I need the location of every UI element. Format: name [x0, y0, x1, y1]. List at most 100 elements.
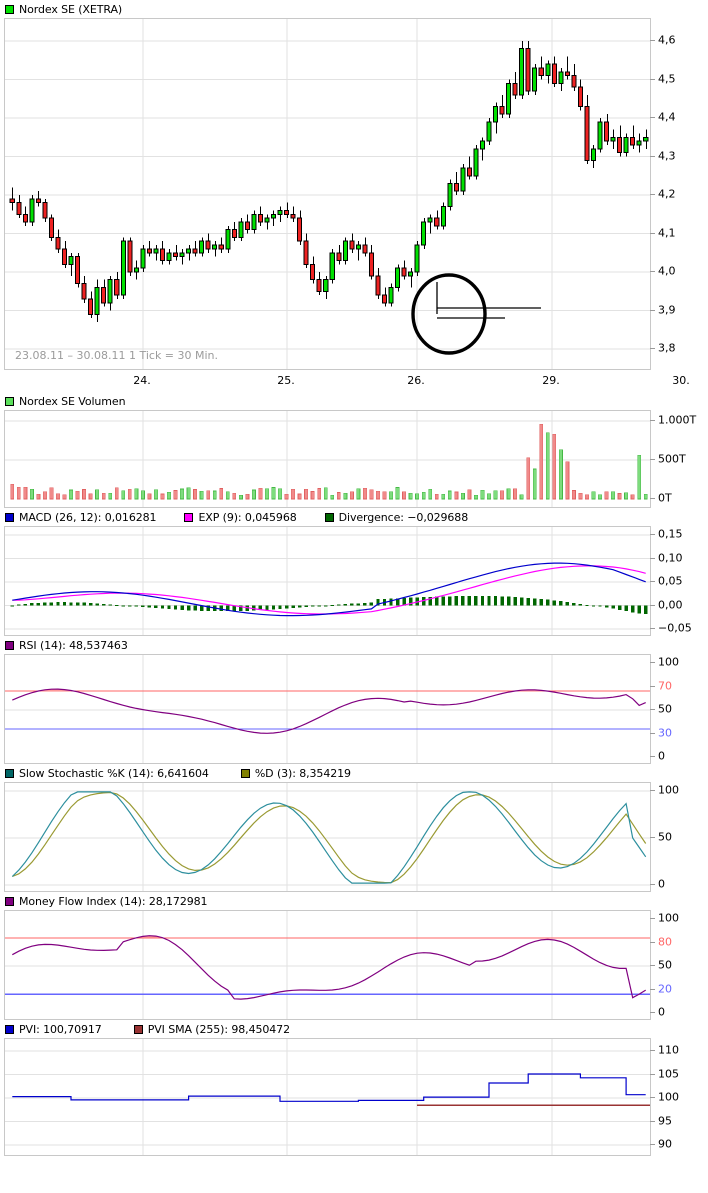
stochastic-panel-header: Slow Stochastic %K (14): 6,641604 %D (3)… — [0, 764, 708, 782]
axis-label: 3,8 — [658, 341, 676, 355]
stochastic-panel: Slow Stochastic %K (14): 6,641604 %D (3)… — [0, 764, 708, 892]
axis-label: 0 — [658, 877, 665, 891]
axis-label: 0T — [658, 491, 672, 505]
macd-exp-label: EXP (9): 0,045968 — [198, 510, 297, 524]
price-panel-title: Nordex SE (XETRA) — [19, 2, 123, 16]
axis-tick — [650, 662, 655, 663]
macd-legend-exp[interactable]: EXP (9): 0,045968 — [184, 510, 297, 524]
axis-label: 100 — [658, 655, 679, 669]
macd-y-axis: 0,15 0,10 0,05 0,00 −0,05 — [650, 526, 708, 636]
axis-label: 0,10 — [658, 551, 683, 564]
rsi-legend[interactable]: RSI (14): 48,537463 — [5, 639, 128, 652]
axis-tick — [650, 155, 655, 157]
x-axis-label: 30. — [672, 374, 690, 387]
axis-tick — [650, 271, 655, 272]
axis-label: 0 — [658, 749, 665, 763]
pvi-y-axis: 110 105 100 95 90 — [650, 1038, 708, 1156]
rsi-swatch-icon — [5, 640, 14, 650]
stochastic-d-swatch-icon — [240, 768, 250, 778]
price-range-subtitle: 23.08.11 – 30.08.11 1 Tick = 30 Min. — [15, 349, 219, 362]
axis-label: 50 — [658, 702, 672, 716]
mfi-y-axis: 100 80 50 20 0 — [650, 910, 708, 1020]
axis-tick — [650, 1120, 655, 1122]
axis-label: 4,5 — [658, 72, 676, 85]
axis-tick — [650, 581, 655, 582]
axis-tick — [650, 604, 655, 606]
pvi-panel: PVI: 100,70917 PVI SMA (255): 98,450472 … — [0, 1020, 708, 1156]
rsi-label: RSI (14): 48,537463 — [19, 638, 128, 652]
mfi-plot[interactable] — [4, 910, 650, 1020]
axis-tick — [650, 685, 655, 687]
price-x-axis: 24. 25. 26. 29. 30. — [4, 370, 708, 392]
mfi-panel-header: Money Flow Index (14): 28,172981 — [0, 892, 708, 910]
axis-label: 70 — [658, 679, 672, 692]
axis-tick — [650, 790, 655, 791]
stochastic-legend-k[interactable]: Slow Stochastic %K (14): 6,641604 — [5, 767, 209, 780]
axis-label: 0,15 — [658, 527, 683, 541]
volume-legend-swatch-icon — [5, 396, 14, 406]
price-y-axis: 4,6 4,5 4,4 4,3 4,2 4,1 4,0 3,9 3,8 — [650, 18, 708, 370]
axis-tick — [650, 709, 655, 710]
axis-tick — [650, 756, 655, 757]
pvi-label: PVI: 100,70917 — [19, 1022, 102, 1036]
mfi-plot-wrap: 100 80 50 20 0 — [0, 910, 708, 1020]
pvi-swatch-icon — [5, 1024, 14, 1034]
axis-tick — [650, 1012, 655, 1013]
axis-label: 500T — [658, 452, 686, 466]
x-axis-label: 29. — [542, 374, 560, 387]
rsi-plot[interactable] — [4, 654, 650, 764]
stochastic-plot[interactable] — [4, 782, 650, 892]
axis-label: 100 — [658, 911, 679, 925]
axis-tick — [650, 498, 655, 499]
stochastic-k-swatch-icon — [5, 768, 14, 778]
axis-tick — [650, 988, 655, 990]
axis-label: 95 — [658, 1114, 672, 1127]
axis-tick — [650, 348, 655, 349]
axis-label: −0,05 — [658, 621, 692, 635]
pvi-legend[interactable]: PVI: 100,70917 — [5, 1023, 102, 1036]
volume-panel: Nordex SE Volumen 1.000T 500T 0T — [0, 392, 708, 508]
axis-tick — [650, 1144, 655, 1145]
axis-tick — [650, 78, 655, 80]
mfi-legend[interactable]: Money Flow Index (14): 28,172981 — [5, 894, 208, 908]
axis-tick — [650, 941, 655, 943]
macd-legend-divergence[interactable]: Divergence: −0,029688 — [324, 511, 468, 524]
axis-label: 110 — [658, 1043, 679, 1057]
axis-tick — [650, 309, 655, 311]
macd-divergence-swatch-icon — [324, 512, 334, 522]
axis-label: 100 — [658, 1090, 679, 1104]
volume-y-axis: 1.000T 500T 0T — [650, 410, 708, 508]
macd-line-swatch-icon — [5, 512, 14, 522]
price-legend-swatch-icon — [5, 4, 14, 14]
axis-label: 0,00 — [658, 598, 683, 611]
x-axis-label: 26. — [407, 374, 425, 387]
axis-tick — [650, 194, 655, 195]
price-panel-header: Nordex SE (XETRA) — [0, 0, 708, 18]
macd-legend-macd[interactable]: MACD (26, 12): 0,016281 — [5, 511, 157, 524]
axis-tick — [650, 459, 655, 460]
rsi-panel-header: RSI (14): 48,537463 — [0, 636, 708, 654]
volume-plot-wrap: 1.000T 500T 0T — [0, 410, 708, 508]
axis-tick — [650, 1050, 655, 1051]
axis-tick — [650, 628, 655, 629]
volume-plot[interactable] — [4, 410, 650, 508]
stochastic-k-label: Slow Stochastic %K (14): 6,641604 — [19, 766, 209, 780]
pvi-plot[interactable] — [4, 1038, 650, 1156]
mfi-label: Money Flow Index (14): 28,172981 — [19, 894, 208, 908]
axis-label: 4,0 — [658, 264, 676, 278]
pvi-panel-header: PVI: 100,70917 PVI SMA (255): 98,450472 — [0, 1020, 708, 1038]
axis-label: 4,2 — [658, 187, 676, 201]
axis-label: 50 — [658, 958, 672, 972]
axis-tick — [650, 837, 655, 838]
axis-tick — [650, 1097, 655, 1098]
rsi-y-axis: 100 70 50 30 0 — [650, 654, 708, 764]
pvi-sma-legend[interactable]: PVI SMA (255): 98,450472 — [133, 1023, 290, 1036]
macd-exp-swatch-icon — [184, 512, 194, 522]
stochastic-y-axis: 100 50 0 — [650, 782, 708, 892]
axis-tick — [650, 40, 655, 41]
macd-plot[interactable] — [4, 526, 650, 636]
price-plot[interactable]: 23.08.11 – 30.08.11 1 Tick = 30 Min. — [4, 18, 650, 370]
stochastic-legend-d[interactable]: %D (3): 8,354219 — [240, 767, 351, 780]
price-plot-wrap: 23.08.11 – 30.08.11 1 Tick = 30 Min. 4,6… — [0, 18, 708, 370]
axis-label: 4,4 — [658, 110, 676, 124]
